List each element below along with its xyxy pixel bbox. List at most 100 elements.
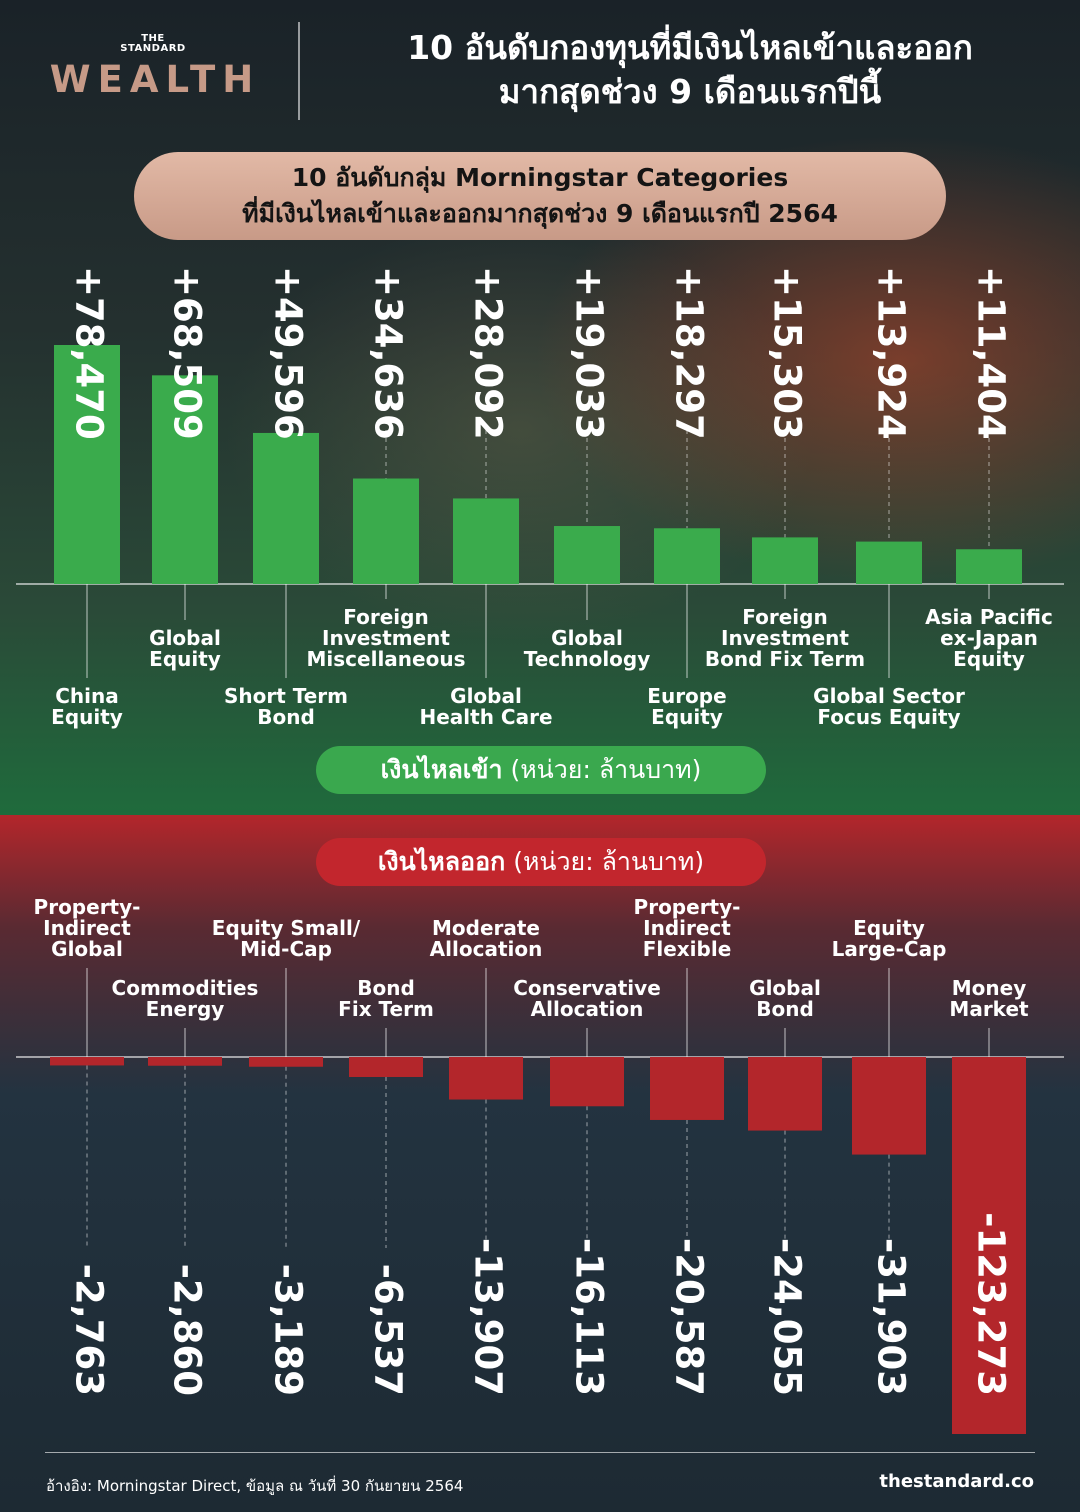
inflow-value-label: +11,404 bbox=[970, 266, 1013, 440]
outflow-category-label: Large-Cap bbox=[832, 937, 947, 961]
footer-source: อ้างอิง: Morningstar Direct, ข้อมูล ณ วั… bbox=[46, 1477, 464, 1495]
outflow-category-label: Equity Small/ bbox=[212, 916, 361, 940]
outflow-value-label: -3,189 bbox=[267, 1264, 310, 1396]
outflow-value-label: -6,537 bbox=[367, 1264, 410, 1396]
inflow-value-label: +15,303 bbox=[766, 266, 809, 440]
brand-wealth-logo: WEALTH bbox=[49, 58, 261, 101]
subtitle-line-1: 10 อันดับกลุ่ม Morningstar Categories bbox=[291, 163, 789, 192]
outflow-category-label: Property- bbox=[634, 895, 741, 919]
outflow-label-pill: เงินไหลออก (หน่วย: ล้านบาท) bbox=[316, 838, 766, 886]
brand-the-standard: THE STANDARD bbox=[120, 33, 186, 54]
page-title: 10 อันดับกองทุนที่มีเงินไหลเข้าและออก มา… bbox=[320, 26, 1060, 114]
inflow-bar bbox=[956, 549, 1022, 584]
inflow-value-label: +49,596 bbox=[267, 266, 310, 440]
outflow-category-label: Indirect bbox=[643, 916, 731, 940]
outflow-value-label: -20,587 bbox=[668, 1238, 711, 1396]
footer-divider bbox=[45, 1452, 1035, 1453]
inflow-category-label: China bbox=[55, 684, 119, 708]
inflow-category-label: Europe bbox=[647, 684, 726, 708]
inflow-label-unit: (หน่วย: ล้านบาท) bbox=[510, 755, 702, 784]
subtitle-banner: 10 อันดับกลุ่ม Morningstar Categories ที… bbox=[134, 152, 946, 240]
page-title-line-1: 10 อันดับกองทุนที่มีเงินไหลเข้าและออก bbox=[407, 28, 973, 67]
inflow-category-label: ex-Japan bbox=[940, 626, 1038, 650]
outflow-label-unit: (หน่วย: ล้านบาท) bbox=[513, 847, 705, 876]
inflow-category-label: Bond bbox=[257, 705, 315, 729]
outflow-value-label: -13,907 bbox=[467, 1238, 510, 1396]
inflow-category-label: Investment bbox=[322, 626, 450, 650]
inflow-category-label: Global bbox=[149, 626, 221, 650]
inflow-category-label: Foreign bbox=[343, 605, 428, 629]
outflow-bar bbox=[50, 1057, 124, 1066]
outflow-category-label: Conservative bbox=[513, 976, 661, 1000]
inflow-label-pill: เงินไหลเข้า (หน่วย: ล้านบาท) bbox=[316, 746, 766, 794]
outflow-category-label: Allocation bbox=[531, 997, 644, 1021]
inflow-chart: +78,470ChinaEquity+68,509GlobalEquity+49… bbox=[16, 266, 1064, 729]
inflow-value-label: +68,509 bbox=[166, 266, 209, 440]
inflow-value-label: +78,470 bbox=[68, 266, 111, 440]
outflow-category-label: Energy bbox=[146, 997, 225, 1021]
outflow-category-label: Equity bbox=[853, 916, 925, 940]
inflow-category-label: Asia Pacific bbox=[925, 605, 1053, 629]
inflow-bar bbox=[453, 498, 519, 584]
inflow-category-label: Technology bbox=[524, 647, 651, 671]
inflow-value-label: +28,092 bbox=[467, 266, 510, 440]
outflow-category-label: Moderate bbox=[432, 916, 540, 940]
outflow-category-label: Indirect bbox=[43, 916, 131, 940]
outflow-bar bbox=[148, 1057, 222, 1066]
outflow-value-label: -2,860 bbox=[166, 1264, 209, 1396]
inflow-bar bbox=[654, 528, 720, 584]
inflow-bar bbox=[353, 478, 419, 584]
outflow-value-label: -31,903 bbox=[870, 1238, 913, 1396]
outflow-bar bbox=[550, 1057, 624, 1107]
subtitle-line-2: ที่มีเงินไหลเข้าและออกมากสุดช่วง 9 เดือน… bbox=[242, 199, 838, 228]
inflow-label-title: เงินไหลเข้า bbox=[380, 755, 503, 784]
inflow-value-label: +13,924 bbox=[870, 266, 913, 440]
outflow-value-label: -24,055 bbox=[766, 1238, 809, 1396]
inflow-bar bbox=[752, 537, 818, 584]
inflow-category-label: Bond Fix Term bbox=[705, 647, 865, 671]
outflow-category-label: Global bbox=[51, 937, 123, 961]
inflow-bar bbox=[152, 375, 218, 584]
inflow-category-label: Focus Equity bbox=[817, 705, 960, 729]
outflow-label-title: เงินไหลออก bbox=[377, 847, 506, 876]
inflow-category-label: Global bbox=[450, 684, 522, 708]
inflow-category-label: Equity bbox=[651, 705, 723, 729]
inflow-category-label: Equity bbox=[149, 647, 221, 671]
outflow-bar bbox=[952, 1057, 1026, 1434]
outflow-bar bbox=[249, 1057, 323, 1067]
inflow-bar bbox=[54, 345, 120, 584]
inflow-category-label: Equity bbox=[953, 647, 1025, 671]
inflow-value-label: +19,033 bbox=[568, 266, 611, 440]
outflow-category-label: Global bbox=[749, 976, 821, 1000]
inflow-bar bbox=[554, 526, 620, 584]
outflow-value-label: -16,113 bbox=[568, 1238, 611, 1396]
inflow-category-label: Investment bbox=[721, 626, 849, 650]
inflow-category-label: Foreign bbox=[742, 605, 827, 629]
outflow-value-label: -123,273 bbox=[970, 1212, 1013, 1396]
outflow-category-label: Bond bbox=[357, 976, 415, 1000]
inflow-category-label: Miscellaneous bbox=[307, 647, 466, 671]
outflow-value-label: -2,763 bbox=[68, 1264, 111, 1396]
outflow-bar bbox=[852, 1057, 926, 1155]
header-divider bbox=[298, 22, 300, 120]
outflow-category-label: Property- bbox=[34, 895, 141, 919]
inflow-category-label: Health Care bbox=[419, 705, 552, 729]
outflow-category-label: Market bbox=[949, 997, 1029, 1021]
outflow-category-label: Money bbox=[952, 976, 1026, 1000]
inflow-value-label: +18,297 bbox=[668, 266, 711, 440]
page-title-line-2: มากสุดช่วง 9 เดือนแรกปีนี้ bbox=[498, 72, 882, 111]
outflow-chart: -2,763Property-IndirectGlobal-2,860Commo… bbox=[16, 895, 1064, 1434]
outflow-bar bbox=[650, 1057, 724, 1120]
inflow-value-label: +34,636 bbox=[367, 266, 410, 440]
inflow-category-label: Global Sector bbox=[813, 684, 965, 708]
inflow-bar bbox=[856, 541, 922, 584]
footer-site-link[interactable]: thestandard.co bbox=[879, 1471, 1034, 1492]
outflow-category-label: Fix Term bbox=[338, 997, 434, 1021]
outflow-category-label: Commodities bbox=[112, 976, 259, 1000]
outflow-bar bbox=[349, 1057, 423, 1077]
outflow-bar bbox=[449, 1057, 523, 1100]
outflow-bar bbox=[748, 1057, 822, 1131]
outflow-category-label: Bond bbox=[756, 997, 814, 1021]
